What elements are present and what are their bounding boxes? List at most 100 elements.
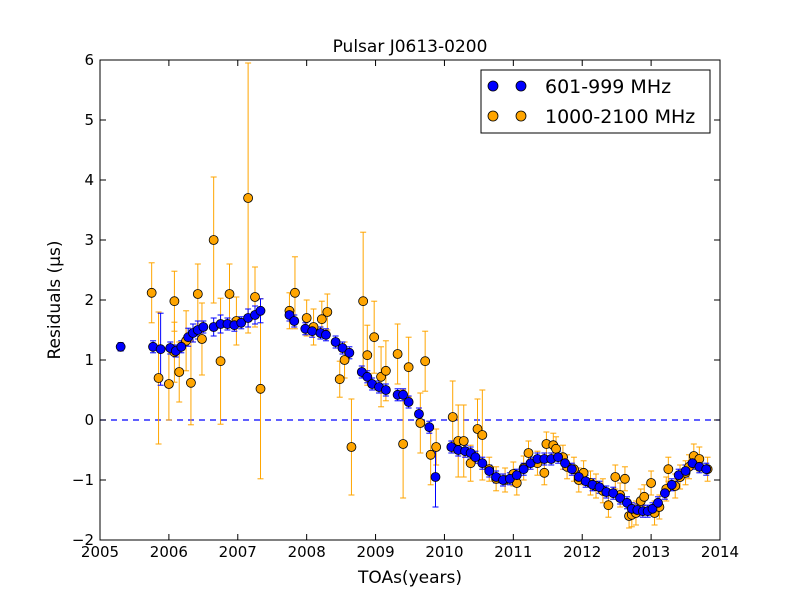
x-tick-label: 2012 <box>563 543 601 561</box>
data-point-601-999-mhz <box>414 409 424 419</box>
x-tick-label: 2008 <box>288 543 326 561</box>
y-tick-label: −2 <box>72 531 94 549</box>
data-point-1000-2100-mhz <box>197 334 207 344</box>
data-point-1000-2100-mhz <box>398 439 409 449</box>
data-point-601-999-mhz <box>430 472 441 482</box>
data-point-1000-2100-mhz <box>420 356 431 367</box>
data-point-601-999-mhz <box>115 341 126 352</box>
x-tick-label: 2013 <box>632 543 670 561</box>
data-point-1000-2100-mhz <box>620 473 630 484</box>
data-point-601-999-mhz <box>647 503 658 514</box>
data-point-1000-2100-mhz <box>169 296 180 307</box>
data-point-1000-2100-mhz <box>603 500 614 511</box>
data-point-601-999-mhz <box>518 464 529 475</box>
x-tick-label: 2006 <box>150 543 188 561</box>
data-point-1000-2100-mhz <box>477 430 488 440</box>
data-point-1000-2100-mhz <box>174 367 185 377</box>
data-point-1000-2100-mhz <box>539 467 550 478</box>
x-tick-label: 2007 <box>219 543 257 561</box>
data-point-1000-2100-mhz <box>301 313 312 323</box>
data-point-601-999-mhz <box>553 452 564 463</box>
data-point-1000-2100-mhz <box>362 350 373 361</box>
data-point-1000-2100-mhz <box>610 472 621 482</box>
data-point-1000-2100-mhz <box>250 292 260 302</box>
data-point-1000-2100-mhz <box>346 442 357 452</box>
legend-marker-1000-2100-mhz <box>515 110 527 122</box>
legend-marker-601-999-mhz <box>515 80 527 92</box>
x-tick-label: 2014 <box>701 543 739 561</box>
data-point-1000-2100-mhz <box>403 362 414 373</box>
data-point-601-999-mhz <box>594 482 605 493</box>
data-point-601-999-mhz <box>337 343 348 353</box>
y-tick-label: 5 <box>84 111 94 129</box>
data-point-601-999-mhz <box>615 493 626 503</box>
y-tick-label: 0 <box>84 411 94 429</box>
data-points-layer <box>115 193 713 521</box>
data-point-601-999-mhz <box>511 470 522 481</box>
data-point-601-999-mhz <box>255 305 266 316</box>
data-point-601-999-mhz <box>289 316 300 326</box>
y-tick-label: 1 <box>84 351 94 369</box>
data-point-1000-2100-mhz <box>215 356 226 367</box>
data-point-1000-2100-mhz <box>392 349 403 359</box>
data-point-601-999-mhz <box>403 397 414 407</box>
data-point-1000-2100-mhz <box>224 289 235 299</box>
legend: 601-999 MHz 1000-2100 MHz <box>480 69 711 134</box>
data-point-1000-2100-mhz <box>369 332 380 343</box>
data-point-601-999-mhz <box>307 326 318 337</box>
data-point-601-999-mhz <box>198 322 209 332</box>
data-point-1000-2100-mhz <box>255 383 266 394</box>
data-point-601-999-mhz <box>566 464 577 475</box>
data-point-601-999-mhz <box>560 458 570 469</box>
data-point-1000-2100-mhz <box>415 418 426 428</box>
data-point-601-999-mhz <box>362 371 373 382</box>
data-point-601-999-mhz <box>666 479 677 490</box>
data-point-601-999-mhz <box>176 341 187 352</box>
y-tick-label: 6 <box>84 51 94 69</box>
data-point-601-999-mhz <box>701 464 712 475</box>
data-point-601-999-mhz <box>398 389 409 400</box>
data-point-1000-2100-mhz <box>334 374 345 385</box>
data-point-1000-2100-mhz <box>186 377 196 388</box>
legend-box <box>480 69 711 134</box>
data-point-601-999-mhz <box>380 385 391 395</box>
data-point-601-999-mhz <box>659 488 670 499</box>
data-point-601-999-mhz <box>484 466 495 476</box>
legend-label-601-999-mhz: 601-999 MHz <box>545 76 671 98</box>
data-point-1000-2100-mhz <box>243 193 254 203</box>
data-point-1000-2100-mhz <box>339 355 350 365</box>
plot-area <box>100 60 720 540</box>
x-tick-label: 2010 <box>425 543 463 561</box>
y-tick-label: 4 <box>84 171 94 189</box>
data-point-1000-2100-mhz <box>663 464 674 475</box>
data-point-1000-2100-mhz <box>523 448 534 458</box>
data-point-601-999-mhz <box>330 337 341 347</box>
x-tick-label: 2005 <box>81 543 119 561</box>
legend-marker-601-999-mhz <box>487 80 499 92</box>
data-point-1000-2100-mhz <box>447 412 458 422</box>
data-point-1000-2100-mhz <box>639 491 650 502</box>
data-point-1000-2100-mhz <box>425 449 436 460</box>
data-point-1000-2100-mhz <box>322 307 333 317</box>
y-tick-label: 2 <box>84 291 94 309</box>
legend-marker-1000-2100-mhz <box>487 110 499 122</box>
data-point-1000-2100-mhz <box>146 287 157 298</box>
data-point-1000-2100-mhz <box>208 235 219 245</box>
axis-ticks: 2005 2006 2007 2008 2009 2010 2011 2012 2013 2014… <box>72 51 739 561</box>
y-tick-label: −1 <box>72 471 94 489</box>
data-point-601-999-mhz <box>680 466 691 476</box>
y-axis-label: Residuals (μs) <box>45 241 65 360</box>
data-point-601-999-mhz <box>236 317 247 328</box>
data-point-601-999-mhz <box>155 344 166 355</box>
data-point-601-999-mhz <box>424 422 435 433</box>
x-tick-label: 2009 <box>356 543 394 561</box>
legend-label-1000-2100-mhz: 1000-2100 MHz <box>545 106 695 128</box>
data-point-1000-2100-mhz <box>163 379 174 389</box>
data-point-1000-2100-mhz <box>358 296 369 307</box>
data-point-1000-2100-mhz <box>192 289 203 299</box>
chart-title: Pulsar J0613-0200 <box>333 37 488 57</box>
data-point-1000-2100-mhz <box>290 287 300 298</box>
x-axis-label: TOAs(years) <box>357 568 462 588</box>
data-point-1000-2100-mhz <box>153 373 164 383</box>
